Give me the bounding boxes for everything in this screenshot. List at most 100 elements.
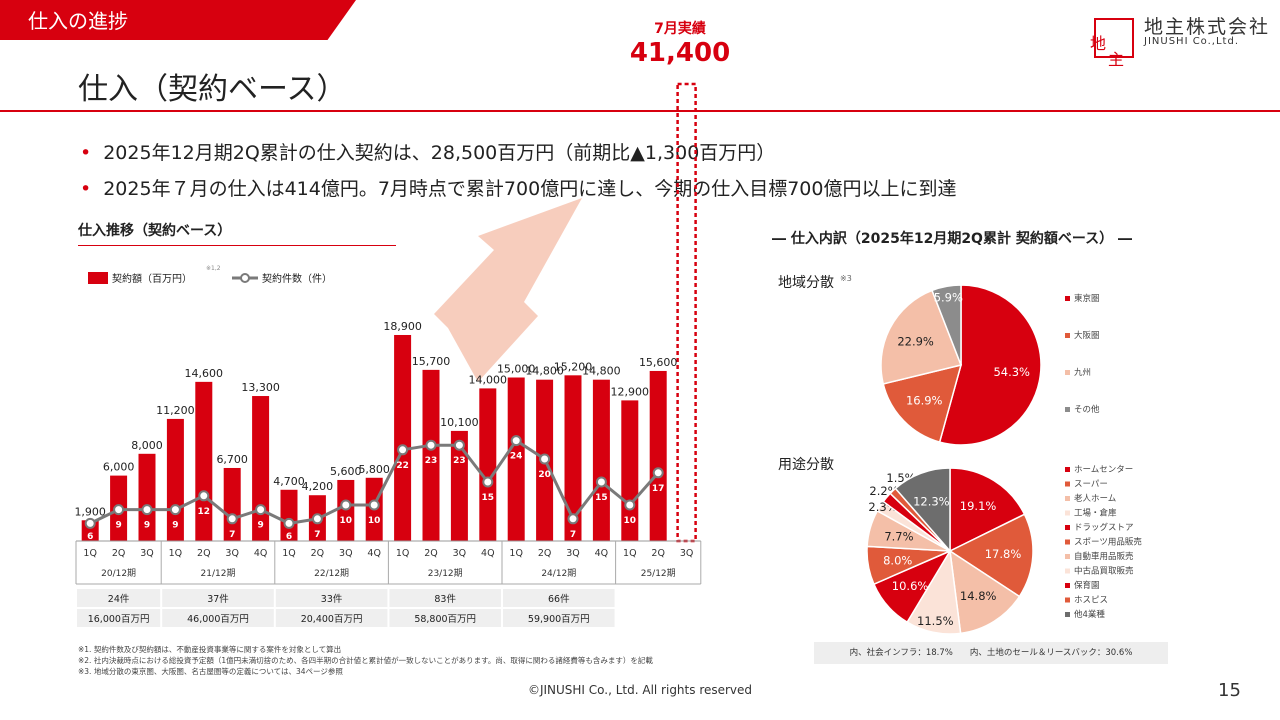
table-count-cell [389,589,501,607]
period-label: 23/12期 [428,568,463,579]
count-point [141,504,153,516]
bar-value-label: 14,800 [525,365,564,378]
x-tick-label: 4Q [481,548,495,559]
bullet-2-text: 2025年７月の仕入は414億円。7月時点で累計700億円に達し、今期の仕入目標… [103,178,957,200]
region-pie-title: 地域分散 ※3 [778,272,852,292]
table-count-text: 66件 [548,593,570,605]
usage-legend-swatch [1065,525,1070,530]
bar-value-label: 6,700 [216,453,248,466]
count-point [595,476,607,488]
legend-bar-swatch [88,272,108,284]
usage-legend-swatch [1065,481,1070,487]
logo-char-1: 地 [1090,34,1107,53]
x-tick-label: 1Q [623,548,637,559]
count-point [397,444,409,456]
count-point [113,504,125,516]
count-point [652,467,664,479]
count-label: 15 [482,493,495,503]
table-amount-text: 16,000百万円 [88,614,150,625]
count-label: 10 [624,516,637,526]
count-point [539,453,551,465]
usage-slice-label: 8.0% [883,553,912,567]
bar-value-label: 8,000 [131,439,163,452]
bar-value-label: 4,200 [302,480,334,493]
legend-bar-label: 契約額（百万円） [112,272,192,285]
usage-pie-title: 用途分散 [778,457,834,473]
count-label: 17 [652,484,665,494]
usage-legend-swatch [1065,496,1070,501]
footnote-2: ※2. 社内決裁時点における総投資予定額（1億円未満切捨のため、各四半期の合計値… [78,656,653,665]
table-amount-cell [77,609,161,627]
count-label: 22 [396,461,409,471]
usage-legend-label: ドラッグストア [1074,522,1134,533]
count-point [368,499,380,511]
x-tick-label: 1Q [509,548,523,559]
company-name: 地主株式会社 [1144,16,1271,38]
usage-slice-label: 7.7% [884,529,913,543]
region-legend-label: 東京圏 [1074,293,1100,304]
x-tick-label: 3Q [225,548,239,559]
count-point [283,517,295,529]
region-slice [931,284,962,366]
usage-slice-label: 11.5% [917,614,954,628]
bar-value-label: 13,300 [241,381,280,394]
count-label: 20 [538,470,551,480]
title-divider [0,110,1280,112]
count-point [340,499,352,511]
usage-slice-label: 19.1% [960,499,997,513]
x-tick-label: 2Q [651,548,665,559]
company-logo-mark [1094,18,1134,58]
count-point [453,439,465,451]
x-tick-label: 2Q [311,548,325,559]
pie-note: 内、社会インフラ：18.7% 内、土地のセール＆リースバック：30.6% [814,642,1168,664]
usage-slice [949,467,1026,553]
region-slice [882,363,963,444]
usage-legend-label: ホームセンター [1074,465,1133,475]
bar-value-label: 6,000 [103,461,135,474]
purchase-trend-chart: 契約額（百万円） ※1,2 契約件数（件） 1,900 6,000 8,000 11,200… [74,82,702,627]
x-tick-label: 4Q [367,548,381,559]
usage-legend-swatch [1065,554,1070,559]
breakdown-pies: 54.3% 東京圏 16.9% 大阪圏 22.9% 九州 5.9% その他 19.1% ホームセン… [866,284,1142,635]
usage-slice-label: 10.6% [892,579,929,593]
x-tick-label: 1Q [169,548,183,559]
usage-legend-label: 中古品買取販売 [1074,566,1134,577]
x-tick-label: 1Q [83,548,97,559]
bar-value-label: 14,800 [582,365,621,378]
count-label: 10 [340,516,353,526]
usage-legend-swatch [1065,539,1070,545]
bar [223,467,241,541]
table-amount-cell [389,609,501,627]
table-amount-cell [162,609,274,627]
x-tick-label: 4Q [595,548,609,559]
bar [394,334,412,541]
bullet-1-text: 2025年12月期2Q累計の仕入契約は、28,500百万円（前期比▲1,300百… [103,142,776,164]
bullet-2: • 2025年７月の仕入は414億円。7月時点で累計700億円に達し、今期の仕入目… [80,174,956,201]
region-legend-label: その他 [1074,404,1100,415]
usage-legend-label: スポーツ用品販売 [1074,537,1142,548]
bar [195,381,213,541]
section-label: 仕入の進捗 [28,9,128,33]
count-point [255,504,267,516]
usage-slice-label: 12.3% [913,494,950,508]
usage-legend-swatch [1065,597,1070,603]
count-label: 10 [368,516,381,526]
bar-value-label: 15,600 [639,356,678,369]
usage-legend-label: 工場・倉庫 [1074,508,1117,519]
table-count-text: 83件 [434,593,456,605]
page-number: 15 [1218,680,1241,701]
company-name-en: JINUSHI Co.,Ltd. [1144,36,1239,47]
region-slice-label: 5.9% [934,290,963,304]
period-label: 24/12期 [541,568,576,579]
usage-legend-label: 老人ホーム [1074,493,1116,504]
usage-legend-label: 保育園 [1074,580,1100,591]
usage-legend-label: 自動車用品販売 [1074,551,1134,562]
region-pie-title-text: 地域分散 [778,275,834,291]
x-tick-label: 3Q [140,548,154,559]
table-count-text: 37件 [207,593,229,605]
bar [592,379,610,541]
usage-legend-label: スーパー [1074,480,1108,490]
left-chart-title: 仕入推移（契約ベース） [78,223,232,239]
count-point [198,490,210,502]
period-label: 22/12期 [314,568,349,579]
